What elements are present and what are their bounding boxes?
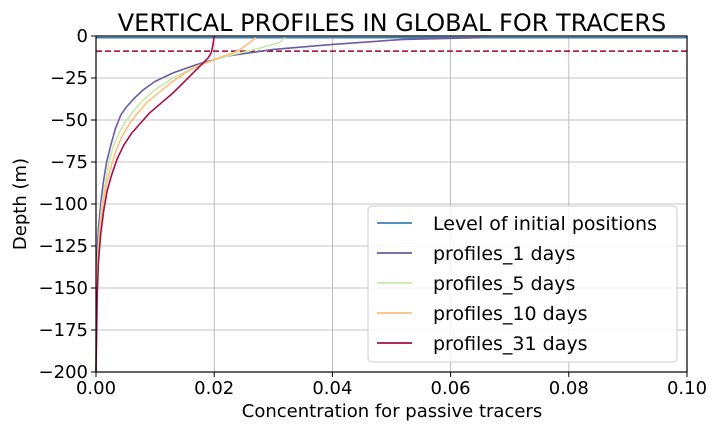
x-tick-label: 0.10 — [667, 378, 707, 399]
reference-lines — [96, 36, 687, 52]
chart-title: VERTICAL PROFILES IN GLOBAL FOR TRACERS — [118, 9, 666, 37]
y-tick-label: −25 — [50, 68, 88, 89]
legend: Level of initial positions profiles_1 day… — [367, 205, 678, 363]
y-axis: 0 −25 −50 −75 −100 −125 −150 −175 −200 — [39, 26, 96, 383]
legend-label: Level of initial positions — [433, 213, 657, 235]
legend-label: profiles_1 days — [433, 243, 575, 265]
y-tick-label: −100 — [39, 194, 88, 215]
y-tick-label: −125 — [39, 236, 88, 257]
x-tick-label: 0.02 — [194, 378, 234, 399]
series-line-profiles-31-days — [95, 35, 215, 373]
x-tick-label: 0.04 — [312, 378, 352, 399]
legend-label: profiles_31 days — [433, 333, 587, 355]
legend-label: profiles_10 days — [433, 303, 587, 325]
series-group — [95, 35, 481, 373]
y-tick-label: 0 — [77, 26, 88, 47]
y-tick-label: −50 — [50, 110, 88, 131]
y-tick-label: −200 — [39, 362, 88, 383]
series-line-profiles-10-days — [95, 37, 257, 373]
x-tick-label: 0.08 — [549, 378, 589, 399]
legend-box — [367, 205, 678, 363]
y-tick-label: −75 — [50, 152, 88, 173]
legend-label: profiles_5 days — [433, 273, 575, 295]
series-line-profiles-1-days — [95, 36, 481, 373]
x-axis: 0.00 0.02 0.04 0.06 0.08 0.10 — [76, 372, 707, 399]
y-tick-label: −175 — [39, 320, 88, 341]
x-tick-label: 0.06 — [431, 378, 471, 399]
x-tick-label: 0.00 — [76, 378, 116, 399]
x-axis-label: Concentration for passive tracers — [242, 401, 542, 422]
y-tick-label: −150 — [39, 278, 88, 299]
y-axis-label: Depth (m) — [10, 158, 31, 250]
series-line-profiles-5-days — [95, 37, 286, 373]
